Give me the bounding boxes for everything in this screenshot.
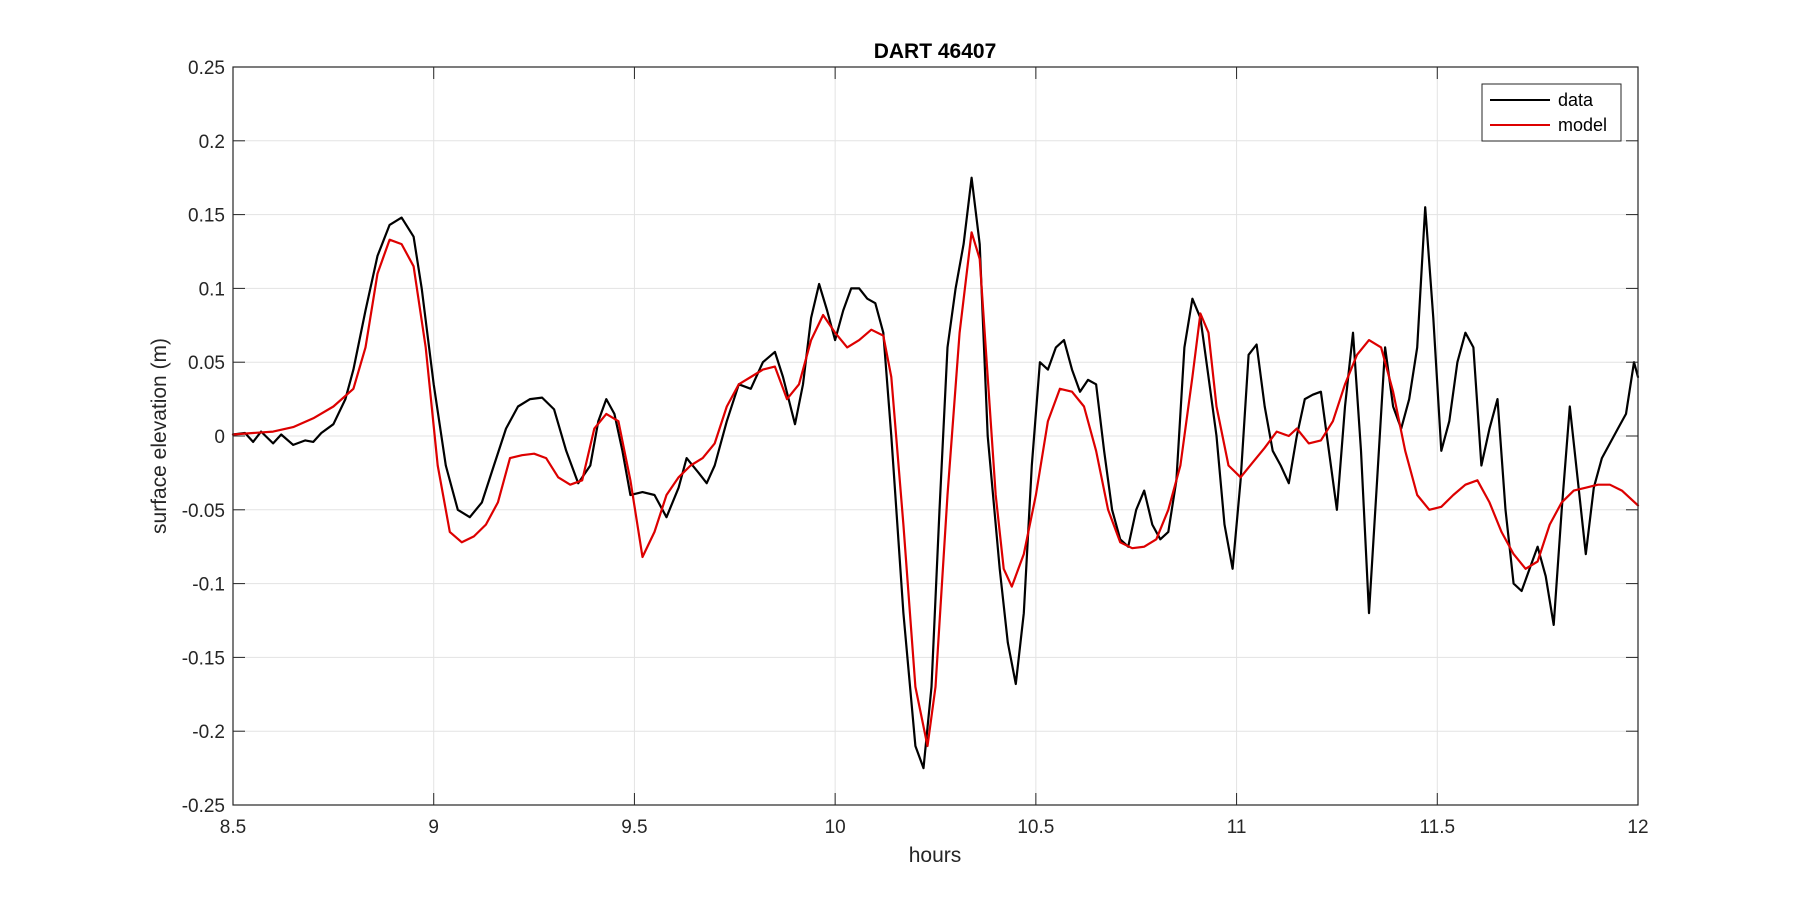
series-line-model <box>231 231 1640 748</box>
chart-title: DART 46407 <box>874 40 997 63</box>
y-axis-title: surface elevation (m) <box>148 338 171 534</box>
y-tick-label: 0.2 <box>199 132 225 153</box>
legend-label-model: model <box>1558 115 1607 135</box>
x-tick-label: 10 <box>825 817 846 838</box>
y-tick-label: -0.15 <box>182 648 225 669</box>
grid-lines <box>233 67 1638 805</box>
x-tick-label: 8.5 <box>220 817 246 838</box>
y-tick-label: 0.05 <box>188 353 225 374</box>
legend-label-data: data <box>1558 90 1594 110</box>
x-tick-label: 10.5 <box>1017 817 1054 838</box>
x-tick-label: 9.5 <box>621 817 647 838</box>
y-tick-label: 0.1 <box>199 279 225 300</box>
x-axis-title: hours <box>909 844 962 867</box>
y-tick-label: -0.2 <box>192 722 225 743</box>
y-tick-label: -0.25 <box>182 796 225 817</box>
x-tick-label: 12 <box>1627 817 1648 838</box>
y-tick-label: 0.25 <box>188 58 225 79</box>
x-tick-label: 11.5 <box>1419 817 1455 838</box>
axis-ticks: 8.5 9 9.5 10 10.5 11 11.5 12 0.25 0.2 0.15 0.1 0.05 0… <box>182 58 1649 838</box>
series-line-data <box>231 176 1640 770</box>
y-tick-label: 0.15 <box>188 206 225 227</box>
y-tick-label: -0.05 <box>182 501 225 522</box>
x-tick-label: 9 <box>428 817 439 838</box>
x-tick-label: 11 <box>1227 817 1247 838</box>
y-tick-label: 0 <box>214 427 225 448</box>
series-layer <box>231 176 1640 770</box>
y-tick-label: -0.1 <box>192 575 225 596</box>
legend-box <box>1481 83 1622 142</box>
legend: data model <box>1481 83 1622 142</box>
